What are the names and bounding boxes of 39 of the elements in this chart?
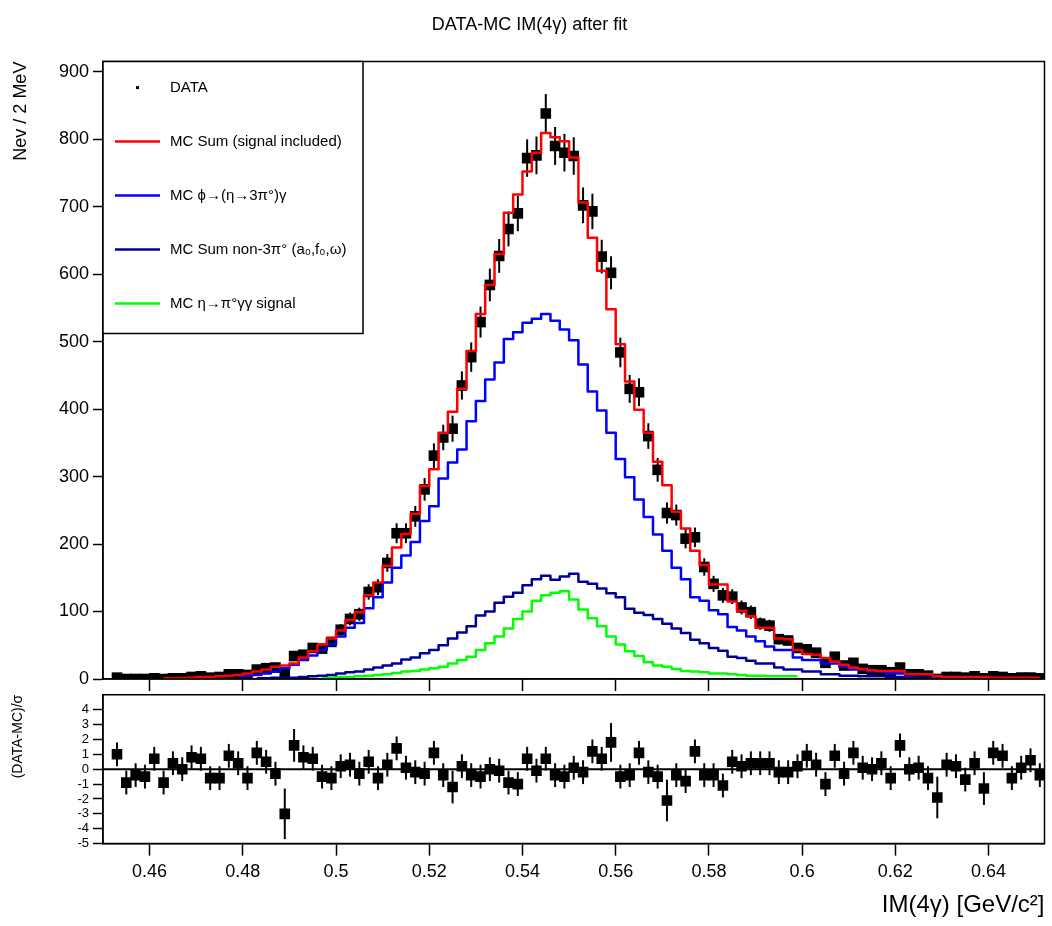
- legend-label: MC Sum (signal included): [170, 131, 342, 149]
- x-tick-label: 0.5: [323, 861, 349, 882]
- y-tick-label: 500: [58, 330, 89, 351]
- y-tick-label: 1: [81, 745, 89, 761]
- legend-label: MC Sum non-3π° (a₀,f₀,ω): [170, 239, 347, 257]
- x-tick-label: 0.46: [132, 861, 168, 882]
- x-tick-label: 0.54: [504, 861, 540, 882]
- y-tick-label: 0: [78, 667, 89, 688]
- y-tick-label: 400: [58, 398, 89, 419]
- y-tick-label: 0: [81, 760, 89, 776]
- y-tick-label: 700: [58, 195, 89, 216]
- y-tick-label: 300: [58, 465, 89, 486]
- x-tick-label: 0.64: [971, 861, 1007, 882]
- y-axis-title: Nev / 2 MeV: [9, 61, 30, 161]
- chart-title: DATA-MC IM(4γ) after fit: [431, 13, 628, 34]
- y-tick-label: 4: [81, 701, 89, 717]
- x-tick-label: 0.52: [411, 861, 447, 882]
- y-tick-label: 900: [58, 60, 89, 81]
- y-tick-label: -4: [77, 820, 89, 836]
- legend-label: MC η→π°γγ signal: [170, 293, 296, 311]
- legend-label: MC ϕ→(η→3π°)γ: [170, 185, 287, 203]
- legend-label: DATA: [170, 77, 208, 95]
- x-tick-label: 0.62: [877, 861, 913, 882]
- x-tick-label: 0.48: [225, 861, 261, 882]
- x-tick-label: 0.56: [598, 861, 634, 882]
- y-tick-label: 800: [58, 128, 89, 149]
- y-tick-label: -3: [77, 805, 89, 821]
- y-axis-title: (DATA-MC)/σ: [9, 694, 26, 779]
- y-tick-label: 200: [58, 533, 89, 554]
- x-tick-label: 0.6: [789, 861, 815, 882]
- y-tick-label: 2: [81, 731, 89, 747]
- y-tick-label: 600: [58, 263, 89, 284]
- x-tick-label: 0.58: [691, 861, 727, 882]
- y-tick-label: -1: [77, 775, 89, 791]
- y-tick-label: 3: [81, 716, 89, 732]
- x-axis-title: IM(4γ) [GeV/c²]: [881, 890, 1045, 918]
- y-tick-label: 100: [58, 600, 89, 621]
- y-tick-label: -5: [77, 835, 89, 851]
- y-tick-label: -2: [77, 790, 89, 806]
